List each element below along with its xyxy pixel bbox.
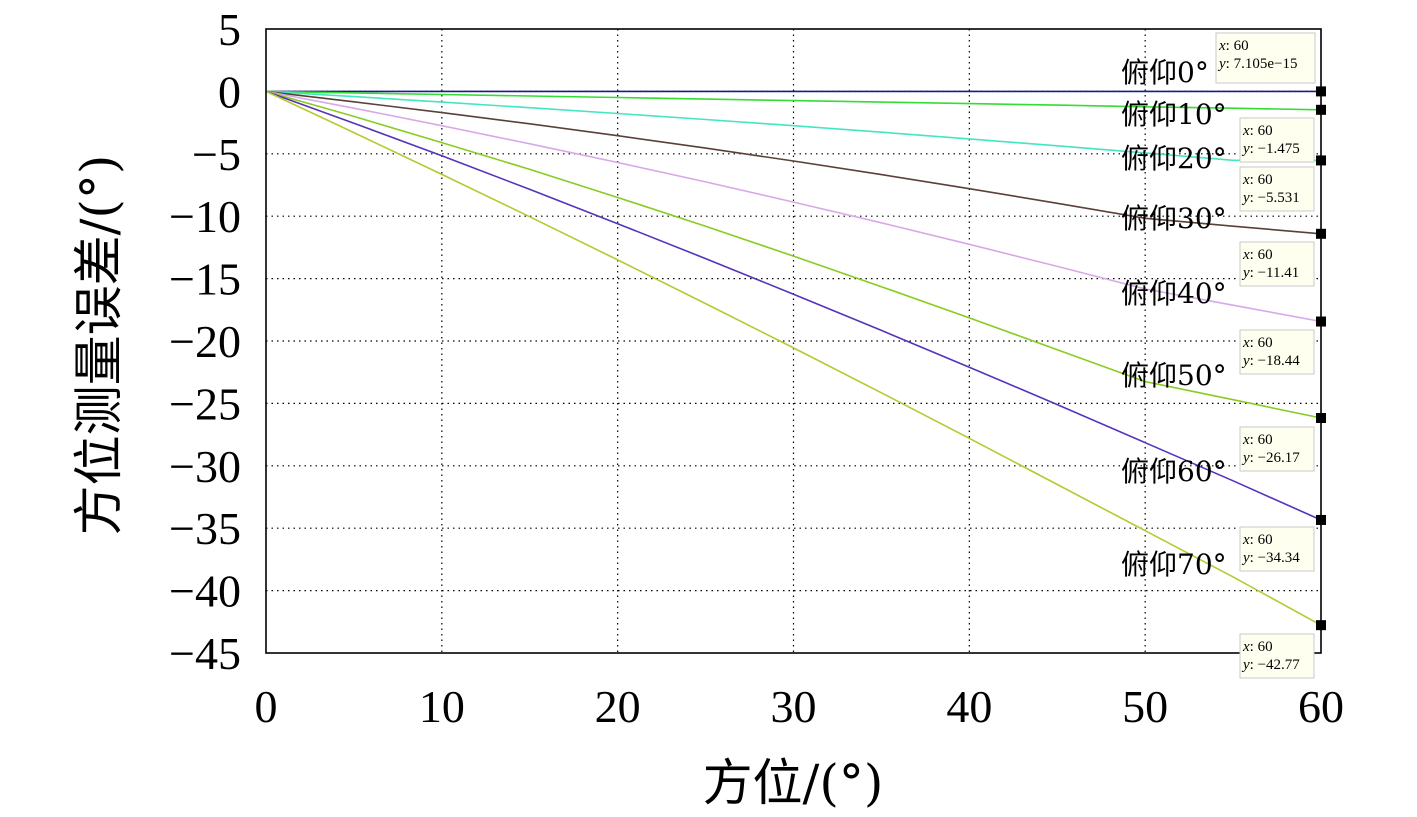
datatip-4[interactable]: x: 60 y: −18.44 — [1239, 329, 1315, 375]
y-tick-label: −5 — [192, 129, 241, 180]
y-tick-label: −10 — [169, 191, 241, 242]
datatip-marker-4[interactable] — [1316, 316, 1326, 327]
datatip-x: x: 60 — [1242, 432, 1273, 448]
y-tick-label: −40 — [169, 566, 241, 617]
datatip-box — [1239, 241, 1315, 287]
y-axis-title: 方位测量误差/(°) — [70, 155, 128, 536]
datatip-box — [1215, 32, 1316, 84]
y-tick-label: −25 — [169, 378, 241, 429]
datatip-markers — [1316, 86, 1326, 631]
datatip-marker-6[interactable] — [1316, 514, 1326, 525]
series-line-5 — [265, 90, 1322, 419]
datatip-y: y: 7.105e−15 — [1217, 56, 1297, 72]
datatip-x: x: 60 — [1242, 172, 1273, 188]
x-tick-label: 60 — [1298, 681, 1344, 732]
x-tick-label: 40 — [946, 681, 992, 732]
datatip-y: y: −18.44 — [1241, 353, 1300, 369]
series-label-5: 俯仰50° — [1121, 359, 1227, 392]
x-tick-label: 30 — [771, 681, 817, 732]
datatip-box — [1239, 633, 1315, 679]
series-line-1 — [265, 90, 1322, 111]
series-label-7: 俯仰70° — [1121, 548, 1227, 581]
x-axis-title: 方位/(°) — [703, 754, 884, 812]
datatip-y: y: −1.475 — [1241, 141, 1300, 157]
datatip-y: y: −11.41 — [1241, 265, 1299, 281]
x-tick-label: 10 — [419, 681, 465, 732]
x-tick-label: 0 — [255, 681, 278, 732]
y-axis-ticks: 5 0 −5 −10 −15 −20 −25 −30 −35 −40 −45 — [169, 4, 241, 679]
series-labels: 俯仰0° 俯仰10° 俯仰20° 俯仰30° 俯仰40° 俯仰50° 俯仰60° 俯仰70° — [1121, 56, 1227, 581]
series-label-0: 俯仰0° — [1121, 56, 1209, 89]
series-label-3: 俯仰30° — [1121, 202, 1227, 235]
datatip-x: x: 60 — [1242, 247, 1273, 263]
y-tick-label: 0 — [218, 66, 241, 117]
datatip-box — [1239, 426, 1315, 472]
datatip-x: x: 60 — [1242, 123, 1273, 139]
series-lines — [265, 90, 1322, 626]
datatip-5[interactable]: x: 60 y: −26.17 — [1239, 426, 1315, 472]
series-label-2: 俯仰20° — [1121, 142, 1227, 175]
datatip-x: x: 60 — [1242, 532, 1273, 548]
y-tick-label: −35 — [169, 503, 241, 554]
x-axis-ticks: 0 10 20 30 40 50 60 — [255, 681, 1345, 732]
datatip-6[interactable]: x: 60 y: −34.34 — [1239, 526, 1315, 572]
datatip-x: x: 60 — [1242, 639, 1273, 655]
datatip-y: y: −42.77 — [1241, 657, 1300, 673]
y-tick-label: 5 — [218, 4, 241, 55]
datatip-box — [1239, 166, 1315, 212]
x-tick-label: 50 — [1122, 681, 1168, 732]
datatip-0[interactable]: x: 60 y: 7.105e−15 — [1215, 32, 1316, 84]
x-tick-label: 20 — [595, 681, 641, 732]
datatip-marker-1[interactable] — [1316, 104, 1326, 115]
datatip-y: y: −5.531 — [1241, 190, 1300, 206]
series-label-4: 俯仰40° — [1121, 277, 1227, 310]
datatip-box — [1239, 526, 1315, 572]
y-tick-label: −45 — [169, 628, 241, 679]
series-line-6 — [265, 90, 1322, 521]
datatip-box — [1239, 329, 1315, 375]
series-label-1: 俯仰10° — [1121, 98, 1227, 131]
datatip-x: x: 60 — [1218, 38, 1249, 54]
y-tick-label: −20 — [169, 316, 241, 367]
datatips: x: 60 y: 7.105e−15 x: 60 y: −1.475 x: 60 y: −… — [1215, 32, 1316, 679]
datatip-7[interactable]: x: 60 y: −42.77 — [1239, 633, 1315, 679]
series-line-4 — [265, 90, 1322, 323]
datatip-marker-7[interactable] — [1316, 620, 1326, 631]
datatip-x: x: 60 — [1242, 335, 1273, 351]
datatip-marker-3[interactable] — [1316, 228, 1326, 239]
plot-frame — [265, 28, 1322, 654]
series-label-6: 俯仰60° — [1121, 455, 1227, 488]
datatip-3[interactable]: x: 60 y: −11.41 — [1239, 241, 1315, 287]
series-line-3 — [265, 90, 1322, 235]
y-tick-label: −15 — [169, 254, 241, 305]
datatip-y: y: −26.17 — [1241, 450, 1300, 466]
series-line-7 — [265, 90, 1322, 626]
series-line-2 — [265, 90, 1322, 162]
datatip-marker-2[interactable] — [1316, 155, 1326, 166]
datatip-marker-5[interactable] — [1316, 413, 1326, 424]
datatip-1[interactable]: x: 60 y: −1.475 — [1239, 117, 1315, 163]
datatip-y: y: −34.34 — [1241, 550, 1300, 566]
datatip-box — [1239, 117, 1315, 163]
datatip-2[interactable]: x: 60 y: −5.531 — [1239, 166, 1315, 212]
datatip-marker-0[interactable] — [1316, 86, 1326, 97]
y-tick-label: −30 — [169, 441, 241, 492]
